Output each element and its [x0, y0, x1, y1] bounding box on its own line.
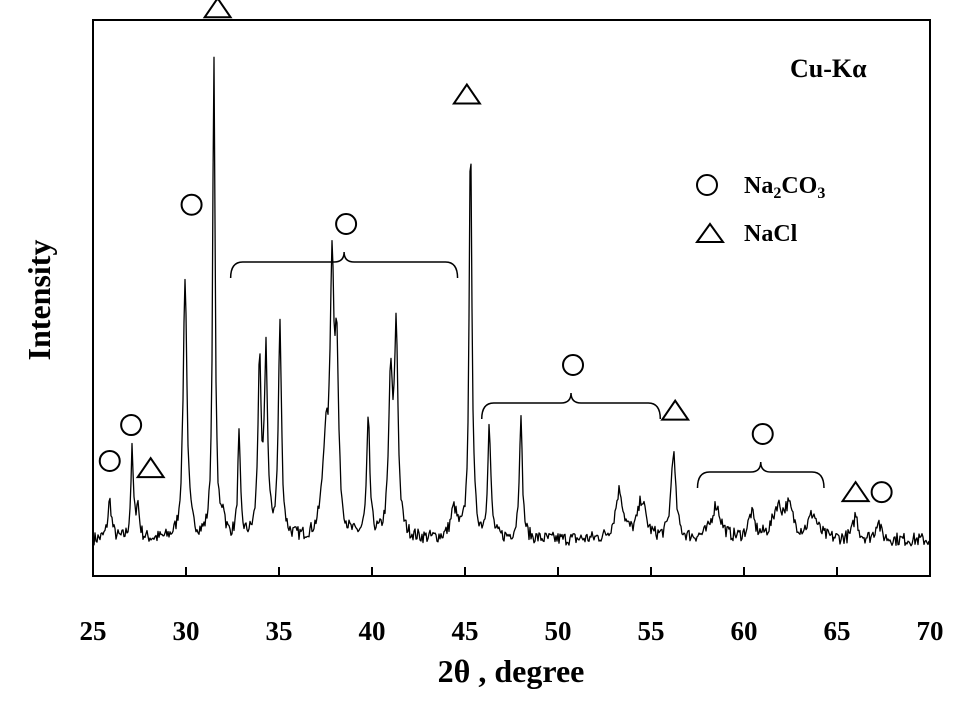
na2co3-circle-marker	[98, 449, 121, 472]
x-tick-label: 50	[545, 616, 572, 646]
legend-triangle-marker	[695, 222, 725, 243]
nacl-triangle-marker	[660, 398, 691, 421]
x-tick-label: 60	[731, 616, 758, 646]
x-tick-label: 30	[173, 616, 200, 646]
group-bracket	[480, 392, 662, 420]
na2co3-circle-marker	[751, 423, 774, 445]
x-tick-label: 45	[452, 616, 479, 646]
x-ticks	[92, 567, 931, 576]
legend-circle-marker	[696, 174, 718, 196]
legend-label-na2co3: Na2CO3	[744, 173, 825, 202]
legend-label-nacl: NaCl	[744, 221, 798, 247]
group-bracket	[696, 461, 825, 489]
y-axis-title: Intensity	[21, 240, 57, 361]
na2co3-circle-marker	[180, 193, 203, 216]
x-tick-label: 65	[824, 616, 851, 646]
peak-markers	[98, 0, 893, 504]
nacl-triangle-marker	[451, 82, 482, 105]
x-tick-label: 40	[359, 616, 386, 646]
na2co3-circle-marker	[335, 213, 358, 235]
nacl-triangle-marker	[202, 0, 233, 19]
na2co3-circle-marker	[870, 481, 893, 504]
na2co3-circle-marker	[562, 354, 585, 376]
nacl-triangle-marker	[840, 480, 871, 503]
plot-frame	[92, 19, 931, 577]
x-tick-label: 25	[80, 616, 107, 646]
legend: Na2CO3 NaCl	[695, 173, 825, 247]
annotation-source: Cu-Kα	[790, 54, 867, 83]
x-tick-label: 70	[917, 616, 944, 646]
x-tick-label: 35	[266, 616, 293, 646]
x-tick-labels: 25 30 35 40 45 50 55 60 65 70	[80, 616, 944, 646]
xrd-spectrum-line	[93, 56, 930, 547]
group-bracket	[229, 251, 459, 279]
na2co3-circle-marker	[120, 414, 143, 437]
x-axis-title: 2θ , degree	[438, 653, 585, 689]
x-tick-label: 55	[638, 616, 665, 646]
nacl-triangle-marker	[135, 456, 166, 479]
bracket-groups	[229, 251, 825, 489]
